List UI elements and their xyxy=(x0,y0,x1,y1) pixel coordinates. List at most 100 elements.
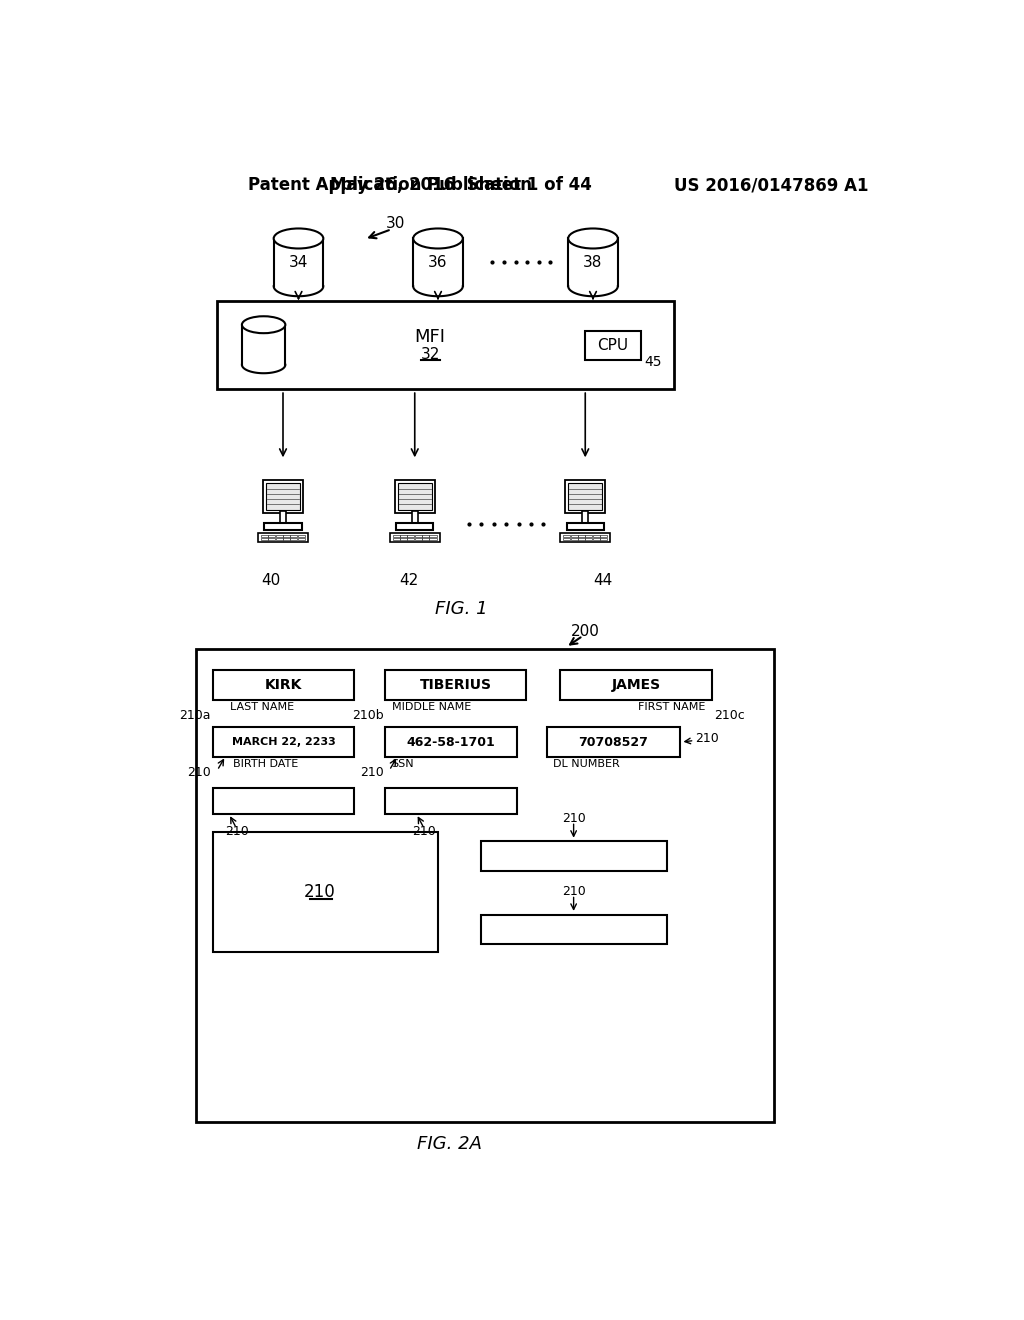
Bar xyxy=(392,539,399,540)
Bar xyxy=(298,535,305,537)
Text: US 2016/0147869 A1: US 2016/0147869 A1 xyxy=(674,177,868,194)
Bar xyxy=(396,524,433,529)
Bar xyxy=(397,483,432,510)
Bar xyxy=(389,533,440,543)
Bar xyxy=(566,524,604,529)
Text: FIG. 2A: FIG. 2A xyxy=(417,1135,482,1152)
Text: 210: 210 xyxy=(562,884,586,898)
Bar xyxy=(400,535,408,537)
Text: SSN: SSN xyxy=(391,759,414,770)
Text: 70708527: 70708527 xyxy=(579,735,648,748)
Bar xyxy=(213,671,354,700)
Bar xyxy=(547,727,680,756)
Bar xyxy=(400,539,408,540)
Text: LAST NAME: LAST NAME xyxy=(230,702,295,713)
Bar xyxy=(268,535,275,537)
Bar xyxy=(578,539,585,540)
Bar xyxy=(593,535,600,537)
Text: FIG. 1: FIG. 1 xyxy=(435,599,487,618)
Bar xyxy=(298,539,305,540)
Ellipse shape xyxy=(242,317,286,333)
Bar xyxy=(480,915,667,944)
Text: KIRK: KIRK xyxy=(265,678,302,692)
Bar xyxy=(408,539,415,540)
Bar xyxy=(563,539,570,540)
Text: CPU: CPU xyxy=(598,338,629,352)
Bar xyxy=(291,535,297,537)
Text: 210a: 210a xyxy=(179,709,211,722)
Bar xyxy=(415,539,422,540)
Bar xyxy=(261,539,268,540)
Bar xyxy=(570,535,578,537)
Bar xyxy=(385,788,517,814)
Text: 44: 44 xyxy=(593,573,612,587)
Bar xyxy=(600,539,607,540)
Text: FIRST NAME: FIRST NAME xyxy=(638,702,706,713)
Text: 210: 210 xyxy=(303,883,335,900)
Bar xyxy=(392,535,399,537)
Bar xyxy=(412,511,418,524)
Bar xyxy=(408,535,415,537)
Text: 210: 210 xyxy=(413,825,436,838)
Text: 210: 210 xyxy=(562,812,586,825)
Bar xyxy=(266,483,300,510)
Bar xyxy=(429,539,436,540)
Bar xyxy=(261,535,268,537)
Bar xyxy=(280,511,286,524)
Bar xyxy=(422,539,429,540)
Bar xyxy=(429,535,436,537)
Bar xyxy=(600,535,607,537)
Text: JAMES: JAMES xyxy=(611,678,660,692)
Bar xyxy=(422,535,429,537)
Bar xyxy=(578,535,585,537)
Text: 45: 45 xyxy=(644,355,662,368)
Bar xyxy=(586,539,592,540)
Text: 210: 210 xyxy=(224,825,249,838)
Bar xyxy=(217,301,675,389)
Bar xyxy=(480,841,667,871)
Text: 32: 32 xyxy=(421,347,440,362)
Bar xyxy=(394,480,435,512)
Ellipse shape xyxy=(273,228,324,248)
Bar xyxy=(593,539,600,540)
Text: 210: 210 xyxy=(187,767,211,779)
Text: 200: 200 xyxy=(570,624,600,639)
Text: 42: 42 xyxy=(399,573,419,587)
Text: 462-58-1701: 462-58-1701 xyxy=(407,735,496,748)
Bar xyxy=(258,533,308,543)
Bar xyxy=(565,480,605,512)
Text: Patent Application Publication: Patent Application Publication xyxy=(248,177,532,194)
Text: BIRTH DATE: BIRTH DATE xyxy=(232,759,298,770)
Bar xyxy=(213,788,354,814)
Text: 40: 40 xyxy=(261,573,281,587)
Bar xyxy=(385,727,517,756)
Text: MFI: MFI xyxy=(415,329,445,346)
Bar xyxy=(264,524,302,529)
Text: 30: 30 xyxy=(386,216,406,231)
Bar xyxy=(197,649,773,1122)
Bar xyxy=(275,539,283,540)
Bar xyxy=(291,539,297,540)
Text: 36: 36 xyxy=(428,255,447,269)
Bar xyxy=(414,239,463,286)
Bar xyxy=(568,483,602,510)
Ellipse shape xyxy=(568,228,617,248)
Text: 210: 210 xyxy=(360,767,384,779)
Text: TIBERIUS: TIBERIUS xyxy=(420,678,492,692)
Bar xyxy=(385,671,526,700)
Bar xyxy=(586,331,641,360)
Text: 210b: 210b xyxy=(352,709,384,722)
Bar xyxy=(560,671,712,700)
Text: 38: 38 xyxy=(584,255,603,269)
Bar xyxy=(283,535,290,537)
Bar xyxy=(586,535,592,537)
Bar xyxy=(283,539,290,540)
Bar xyxy=(263,480,303,512)
Bar xyxy=(213,727,354,756)
Text: 210: 210 xyxy=(695,733,719,746)
Text: MIDDLE NAME: MIDDLE NAME xyxy=(391,702,471,713)
Bar xyxy=(583,511,589,524)
Bar xyxy=(415,535,422,537)
Bar xyxy=(242,325,286,364)
Bar xyxy=(570,539,578,540)
